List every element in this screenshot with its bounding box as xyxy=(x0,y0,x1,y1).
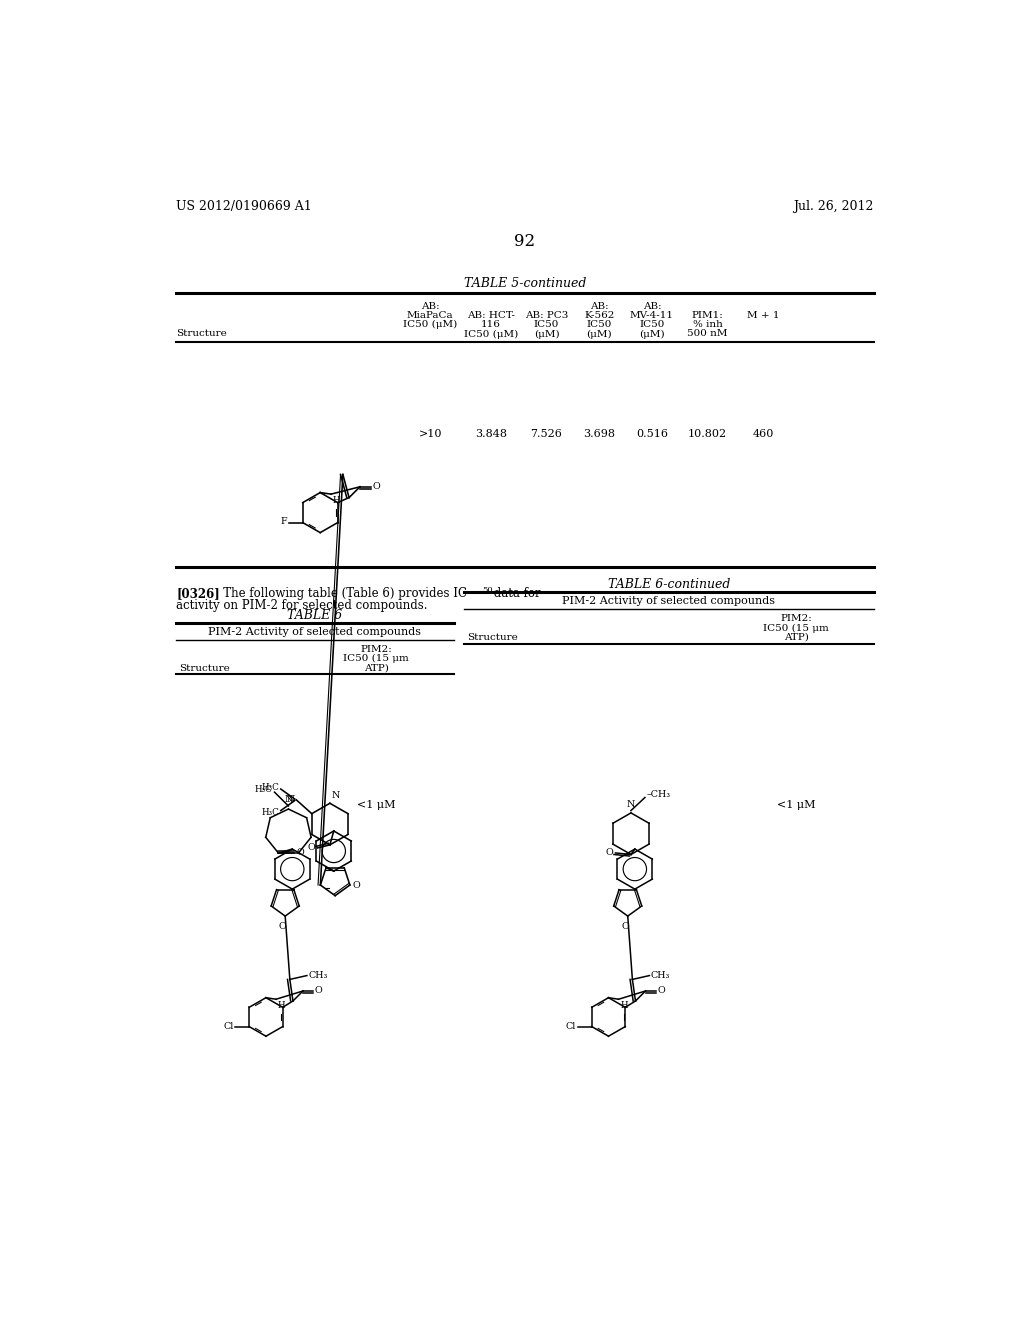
Text: IC50: IC50 xyxy=(534,321,559,329)
Text: O: O xyxy=(622,923,630,931)
Text: 460: 460 xyxy=(753,429,774,440)
Text: <1 μM: <1 μM xyxy=(777,800,815,810)
Text: CH₃: CH₃ xyxy=(651,972,671,979)
Text: O: O xyxy=(373,482,380,491)
Text: ATP): ATP) xyxy=(783,632,809,642)
Text: % inh: % inh xyxy=(693,321,723,329)
Text: O: O xyxy=(314,986,323,995)
Text: 0.516: 0.516 xyxy=(636,429,668,440)
Text: O: O xyxy=(279,923,287,931)
Text: AB:: AB: xyxy=(590,302,608,310)
Text: IC50 (μM): IC50 (μM) xyxy=(464,330,518,338)
Text: (μM): (μM) xyxy=(534,330,559,338)
Text: K-562: K-562 xyxy=(584,312,614,319)
Text: Cl: Cl xyxy=(566,1022,577,1031)
Text: (μM): (μM) xyxy=(587,330,612,338)
Text: H₃C: H₃C xyxy=(261,808,280,817)
Text: PIM1:: PIM1: xyxy=(692,312,724,319)
Text: Structure: Structure xyxy=(176,330,226,338)
Text: PIM-2 Activity of selected compounds: PIM-2 Activity of selected compounds xyxy=(208,627,421,638)
Text: Jul. 26, 2012: Jul. 26, 2012 xyxy=(794,199,873,213)
Text: TABLE 6: TABLE 6 xyxy=(287,609,342,622)
Text: <1 μM: <1 μM xyxy=(356,800,395,810)
Text: AB:: AB: xyxy=(643,302,662,310)
Text: PIM2:: PIM2: xyxy=(360,645,392,655)
Text: N: N xyxy=(332,791,340,800)
Text: IC50 (15 μm: IC50 (15 μm xyxy=(763,623,828,632)
Text: CH₃: CH₃ xyxy=(308,972,328,979)
Text: 500 nM: 500 nM xyxy=(687,330,728,338)
Text: The following table (Table 6) provides IC: The following table (Table 6) provides I… xyxy=(212,587,468,601)
Text: M + 1: M + 1 xyxy=(748,312,779,319)
Text: PIM-2 Activity of selected compounds: PIM-2 Activity of selected compounds xyxy=(562,597,775,606)
Text: O: O xyxy=(296,847,304,857)
Text: 10.802: 10.802 xyxy=(688,429,727,440)
Text: N: N xyxy=(627,800,635,809)
Text: MiaPaCa: MiaPaCa xyxy=(407,312,454,319)
Text: O: O xyxy=(605,847,613,857)
Text: AB: HCT-: AB: HCT- xyxy=(467,312,515,319)
Text: IC50 (μM): IC50 (μM) xyxy=(403,321,458,329)
Text: (μM): (μM) xyxy=(639,330,665,338)
Text: N: N xyxy=(285,796,293,804)
Text: Structure: Structure xyxy=(467,632,518,642)
Text: N: N xyxy=(287,795,295,804)
Text: AB: PC3: AB: PC3 xyxy=(525,312,568,319)
Text: O: O xyxy=(307,843,315,853)
Text: O: O xyxy=(353,880,360,890)
Text: –CH₃: –CH₃ xyxy=(646,789,671,799)
Text: 3.848: 3.848 xyxy=(475,429,507,440)
Text: 3.698: 3.698 xyxy=(584,429,615,440)
Text: O: O xyxy=(657,986,665,995)
Text: 116: 116 xyxy=(480,321,501,329)
Text: US 2012/0190669 A1: US 2012/0190669 A1 xyxy=(176,199,311,213)
Text: >10: >10 xyxy=(419,429,442,440)
Text: IC50: IC50 xyxy=(587,321,612,329)
Text: 50: 50 xyxy=(482,586,493,594)
Text: F: F xyxy=(281,517,288,527)
Text: TABLE 6-continued: TABLE 6-continued xyxy=(608,578,730,591)
Text: [0326]: [0326] xyxy=(176,587,220,601)
Text: Cl: Cl xyxy=(223,1022,233,1031)
Text: data for: data for xyxy=(489,587,541,601)
Text: TABLE 5-continued: TABLE 5-continued xyxy=(464,277,586,289)
Text: MV-4-11: MV-4-11 xyxy=(630,312,674,319)
Text: Structure: Structure xyxy=(179,664,230,673)
Text: IC50: IC50 xyxy=(639,321,665,329)
Text: H: H xyxy=(621,1001,628,1010)
Text: ATP): ATP) xyxy=(364,664,388,673)
Text: 92: 92 xyxy=(514,234,536,249)
Text: H₃C: H₃C xyxy=(261,783,280,792)
Text: H₃C: H₃C xyxy=(255,784,273,793)
Text: IC50 (15 μm: IC50 (15 μm xyxy=(343,655,409,664)
Text: AB:: AB: xyxy=(421,302,439,310)
Text: activity on PIM-2 for selected compounds.: activity on PIM-2 for selected compounds… xyxy=(176,598,428,611)
Text: H: H xyxy=(278,1001,286,1010)
Text: H: H xyxy=(333,496,340,504)
Text: PIM2:: PIM2: xyxy=(780,614,812,623)
Text: 7.526: 7.526 xyxy=(530,429,562,440)
